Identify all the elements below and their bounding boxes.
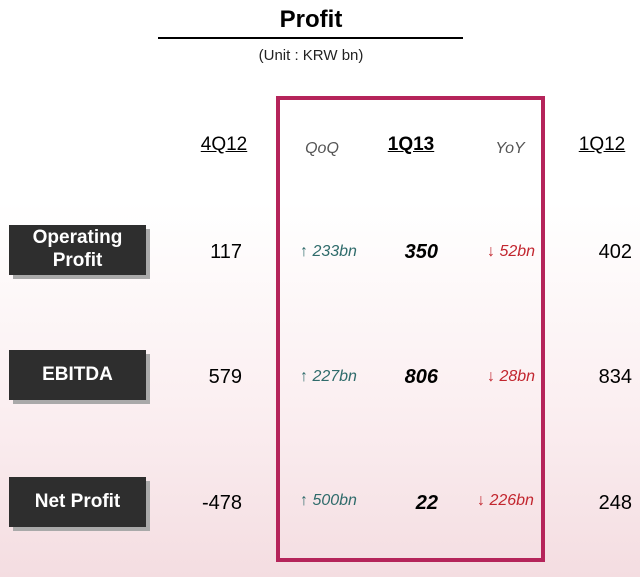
header-yoy: YoY xyxy=(495,140,525,157)
qoq-change-value: 227bn xyxy=(312,368,357,385)
up-arrow-icon: ↑ xyxy=(300,368,308,385)
title-underline xyxy=(158,37,463,39)
qoq-change: ↑ 500bn xyxy=(300,492,357,510)
value-4q12: 117 xyxy=(210,241,242,263)
value-4q12: -478 xyxy=(201,492,242,514)
value-1q12: 834 xyxy=(598,366,632,388)
value-4q12: 579 xyxy=(208,366,242,388)
header-1q13: 1Q13 xyxy=(387,134,435,155)
unit-note: (Unit : KRW bn) xyxy=(258,47,364,64)
qoq-change-value: 233bn xyxy=(312,243,357,260)
page-title: Profit xyxy=(279,6,343,33)
yoy-change-value: 52bn xyxy=(499,243,536,260)
yoy-change-value: 226bn xyxy=(489,492,534,509)
yoy-change-value: 28bn xyxy=(499,368,536,385)
value-1q13: 806 xyxy=(404,366,438,388)
up-arrow-icon: ↑ xyxy=(300,243,308,260)
row-label-line1: EBITDA xyxy=(42,363,113,385)
header-1q12: 1Q12 xyxy=(578,134,626,155)
row-label-line1: Operating xyxy=(32,227,123,249)
row-label-ebitda: EBITDA xyxy=(9,350,146,400)
yoy-change: ↓ 28bn xyxy=(487,368,535,386)
value-1q12: 248 xyxy=(598,492,632,514)
yoy-change: ↓ 52bn xyxy=(487,243,535,261)
qoq-change: ↑ 233bn xyxy=(300,243,357,261)
row-label-line1: Net Profit xyxy=(34,490,121,512)
row-label-line2: Profit xyxy=(52,250,103,271)
qoq-change-value: 500bn xyxy=(312,492,357,509)
up-arrow-icon: ↑ xyxy=(300,492,308,509)
yoy-change: ↓ 226bn xyxy=(477,492,534,510)
header-4q12: 4Q12 xyxy=(200,134,248,155)
value-1q12: 402 xyxy=(598,241,632,263)
value-1q13: 350 xyxy=(404,241,438,263)
qoq-change: ↑ 227bn xyxy=(300,368,357,386)
down-arrow-icon: ↓ xyxy=(487,368,495,385)
current-quarter-highlight-box xyxy=(276,96,545,562)
down-arrow-icon: ↓ xyxy=(487,243,495,260)
value-1q13: 22 xyxy=(415,492,438,514)
row-label-operating-profit: Operating Profit xyxy=(9,225,146,275)
down-arrow-icon: ↓ xyxy=(477,492,485,509)
row-label-net-profit: Net Profit xyxy=(9,477,146,527)
header-qoq: QoQ xyxy=(305,140,339,157)
